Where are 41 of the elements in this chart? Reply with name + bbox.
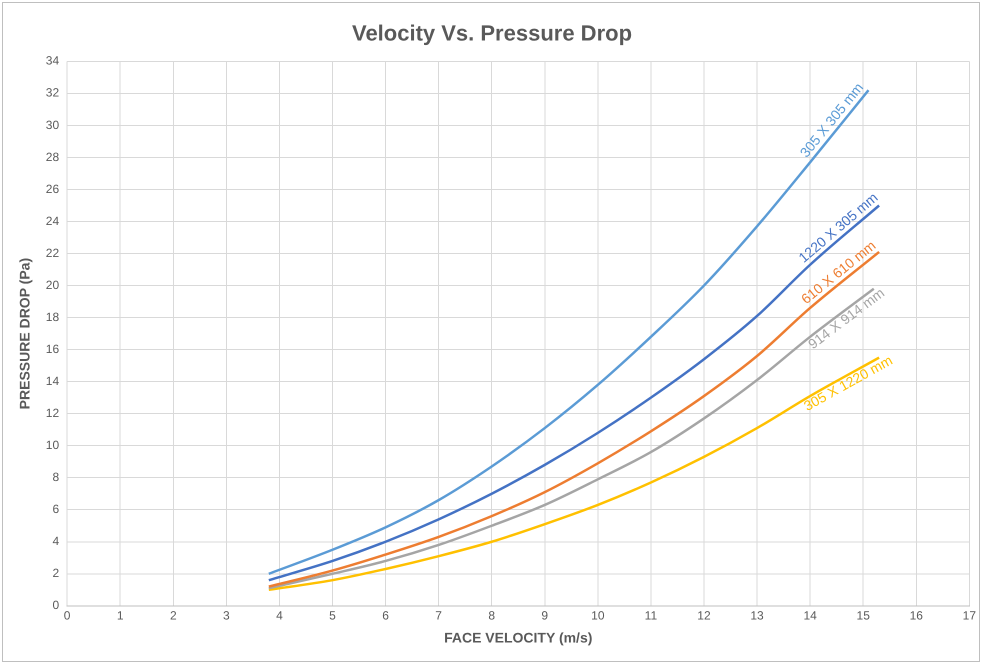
x-tick-label: 17 [962,608,976,622]
y-tick-label: 30 [46,118,60,132]
x-tick-label: 10 [591,608,605,622]
x-tick-label: 5 [329,608,336,622]
x-tick-label: 11 [644,608,658,622]
y-tick-label: 4 [52,534,60,548]
y-tick-label: 14 [46,374,60,388]
x-tick-label: 4 [276,608,284,622]
x-tick-label: 7 [435,608,442,622]
x-tick-label: 12 [697,608,711,622]
y-tick-label: 22 [46,246,60,260]
x-tick-label: 9 [541,608,548,622]
x-tick-label: 15 [856,608,870,622]
y-tick-label: 6 [52,502,60,516]
x-tick-label: 8 [488,608,496,622]
x-axis-title: FACE VELOCITY (m/s) [444,629,592,646]
chart-title: Velocity Vs. Pressure Drop [352,20,632,46]
x-tick-label: 6 [382,608,390,622]
y-tick-label: 34 [46,54,60,68]
y-tick-label: 20 [46,278,60,292]
x-tick-label: 0 [64,608,71,622]
y-tick-label: 26 [46,182,60,196]
x-tick-label: 13 [750,608,764,622]
x-tick-label: 14 [803,608,818,622]
y-tick-label: 0 [52,598,60,612]
y-tick-label: 32 [46,86,60,100]
text: 305 X 1220 mm [800,352,895,414]
y-tick-label: 10 [46,438,60,452]
y-tick-label: 12 [46,406,60,420]
y-tick-label: 16 [46,342,60,356]
y-axis-title: PRESSURE DROP (Pa) [16,258,32,410]
x-tick-label: 3 [223,608,230,622]
x-tick-label: 2 [170,608,177,622]
y-tick-label: 28 [46,150,60,164]
y-tick-label: 2 [52,566,60,580]
y-tick-label: 18 [46,310,60,324]
x-tick-label: 1 [116,608,124,622]
y-tick-label: 8 [52,470,60,484]
y-tick-label: 24 [46,214,60,228]
x-tick-label: 16 [910,608,924,622]
text: 305 X 305 mm [796,79,866,160]
